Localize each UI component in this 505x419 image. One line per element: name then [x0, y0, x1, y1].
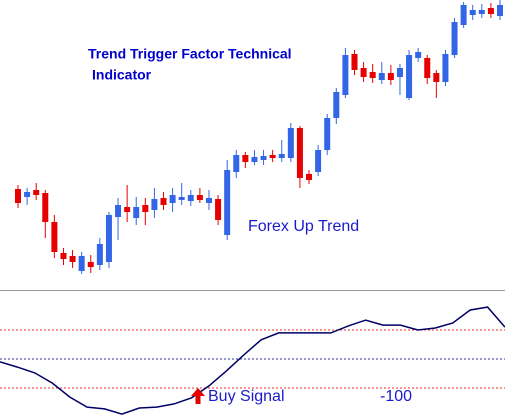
candle-body — [251, 157, 258, 162]
candle-body — [160, 198, 167, 205]
chart-title: Indicator — [92, 67, 152, 83]
annotation: Forex Up Trend — [248, 218, 359, 235]
candle-body — [296, 128, 303, 178]
candle-body — [315, 150, 322, 172]
price-panel — [15, 0, 503, 274]
candle-body — [187, 195, 194, 201]
candle-body — [215, 199, 222, 220]
candle-body — [142, 205, 149, 212]
candle-body — [424, 58, 431, 78]
candle-body — [396, 68, 403, 77]
candle-body — [287, 128, 294, 158]
candle-body — [487, 8, 494, 14]
candle-body — [406, 55, 413, 98]
candle-body — [333, 92, 340, 118]
candle-body — [324, 118, 331, 150]
candle-body — [205, 198, 212, 203]
candle-body — [469, 10, 476, 15]
candle-body — [151, 199, 158, 210]
candle-body — [24, 192, 31, 197]
candle-body — [242, 155, 249, 162]
level-label: -100 — [380, 388, 412, 405]
candle-body — [369, 72, 376, 78]
candle-body — [124, 207, 131, 212]
candle-body — [433, 73, 440, 82]
candle-body — [78, 256, 85, 271]
candle-body — [60, 253, 67, 259]
candle-body — [460, 5, 467, 25]
candle-body — [342, 55, 349, 95]
candle-body — [278, 154, 285, 158]
candle-body — [105, 215, 112, 262]
chart-title: Trend Trigger Factor Technical — [88, 46, 292, 62]
buy-arrow — [191, 388, 205, 404]
indicator-line — [0, 306, 505, 415]
candle-body — [96, 244, 103, 265]
candle-body — [15, 189, 21, 203]
candle-body — [269, 155, 276, 158]
candle-body — [169, 195, 176, 203]
candle-body — [115, 205, 122, 217]
candle-body — [378, 73, 385, 80]
candle-body — [233, 155, 240, 172]
candle-body — [442, 54, 449, 82]
candle-body — [178, 197, 185, 200]
candle-body — [387, 73, 394, 80]
candle-body — [69, 256, 76, 262]
annotation: Buy Signal — [208, 388, 285, 405]
candle-body — [42, 193, 49, 222]
candle-body — [196, 195, 203, 200]
candle-body — [51, 222, 58, 252]
candle-body — [224, 170, 231, 235]
candle-body — [260, 156, 267, 160]
candle-body — [451, 22, 458, 55]
candle-body — [33, 190, 40, 195]
candle-body — [478, 10, 485, 14]
candle-body — [351, 54, 358, 70]
candle-body — [415, 52, 422, 58]
candle-body — [306, 174, 313, 180]
candle-body — [497, 5, 503, 16]
candle-body — [360, 68, 367, 77]
candle-body — [87, 262, 94, 267]
indicator-panel — [0, 306, 505, 415]
candle-body — [133, 207, 140, 218]
